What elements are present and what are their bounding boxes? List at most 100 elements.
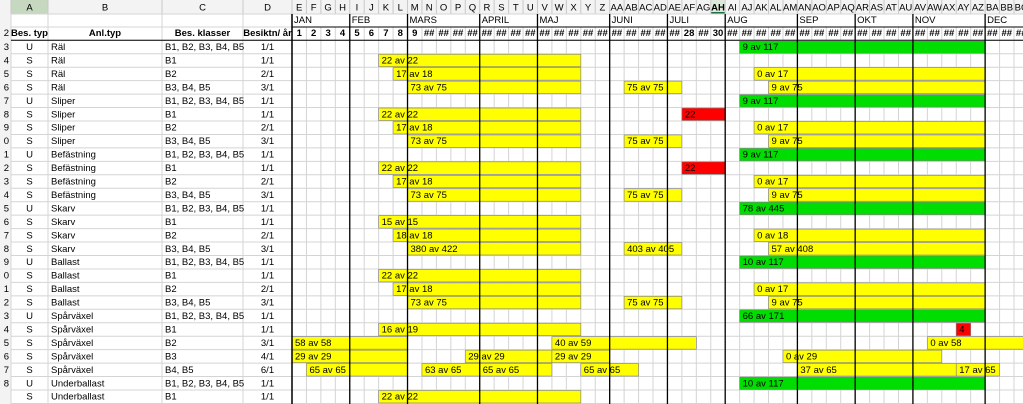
bar-label: 0 av 18 [757, 230, 788, 241]
cell: Skarv [51, 217, 76, 228]
cell: S [26, 392, 32, 403]
cell: B1, B2, B3, B4, B5 [165, 42, 244, 53]
column-heading: Bes. klasser [175, 28, 231, 39]
bar-label: 0 av 17 [757, 69, 788, 80]
bar-label: 4 [959, 324, 964, 335]
row-number: 5 [4, 338, 9, 349]
week-number: ## [973, 28, 984, 39]
cell: 1/1 [261, 109, 274, 120]
bar-label: 380 av 422 [411, 244, 458, 255]
column-letter: AH [711, 3, 725, 14]
week-number: ## [756, 28, 767, 39]
bar-label: 22 av 22 [382, 271, 418, 282]
month-label: APRIL [482, 15, 509, 26]
cell: 1/1 [261, 203, 274, 214]
column-letter: AE [668, 3, 681, 14]
cell: B1, B2, B3, B4, B5 [165, 311, 244, 322]
column-letter: AR [856, 3, 869, 14]
month-label: MAJ [539, 15, 558, 26]
week-number: ## [438, 28, 449, 39]
column-letter: AA [611, 3, 624, 14]
bar-label: 0 av 17 [757, 284, 788, 295]
cell: U [26, 42, 33, 53]
column-letter: AS [870, 3, 883, 14]
column-letter: M [411, 3, 419, 14]
column-letter: U [527, 3, 534, 14]
column-letter: AF [683, 3, 695, 14]
week-number: ## [727, 28, 738, 39]
bar-label: 73 av 75 [411, 82, 447, 93]
bar-label: 22 av 22 [382, 392, 418, 403]
bar-label: 57 av 408 [772, 244, 814, 255]
column-letter: K [383, 3, 390, 14]
row-number: 8 [4, 244, 9, 255]
bar-label: 63 av 65 [425, 365, 461, 376]
cell: S [26, 136, 32, 147]
cell: B1, B2, B3, B4, B5 [165, 203, 244, 214]
row-number: 6 [4, 217, 9, 228]
column-letter: Z [600, 3, 606, 14]
cell: Sliper [51, 96, 75, 107]
cell: B1 [165, 217, 177, 228]
column-letter: AQ [841, 3, 855, 14]
cell: Befästning [51, 177, 96, 188]
cell: B3, B4, B5 [165, 298, 210, 309]
cell: B2 [165, 177, 177, 188]
cell: Spårväxel [51, 324, 93, 335]
schedule-bar [753, 228, 986, 242]
week-number: ## [568, 28, 579, 39]
cell: Befästning [51, 163, 96, 174]
column-letter: AV [914, 3, 927, 14]
cell: B3, B4, B5 [165, 190, 210, 201]
column-letter: AB [625, 3, 638, 14]
cell: 1/1 [261, 324, 274, 335]
month-label: JULI [669, 15, 689, 26]
cell: S [26, 55, 32, 66]
bar-label: 17 av 18 [396, 123, 432, 134]
cell: Spårväxel [51, 338, 93, 349]
week-number: ## [987, 28, 998, 39]
column-letter: R [484, 3, 491, 14]
cell: 3/1 [261, 244, 274, 255]
week-number: ## [785, 28, 796, 39]
selected-column-header [11, 0, 48, 14]
cell: B2 [165, 230, 177, 241]
cell: S [26, 365, 32, 376]
cell: S [26, 230, 32, 241]
column-letter: AY [957, 3, 970, 14]
cell: S [26, 298, 32, 309]
column-letter: BA [986, 3, 999, 14]
cell: U [26, 257, 33, 268]
cell: B2 [165, 69, 177, 80]
cell: 4/1 [261, 351, 274, 362]
column-letter: B [102, 3, 108, 14]
month-label: OKT [857, 15, 877, 26]
week-number: ## [640, 28, 651, 39]
cell: Sliper [51, 123, 75, 134]
cell: S [26, 271, 32, 282]
week-number: ## [843, 28, 854, 39]
bar-label: 22 [685, 163, 696, 174]
week-number: 8 [398, 28, 403, 39]
cell: B3, B4, B5 [165, 136, 210, 147]
row-header-bar [0, 0, 11, 404]
week-number: ## [597, 28, 608, 39]
schedule-bar [392, 282, 582, 296]
schedule-bar [753, 121, 986, 135]
cell: B1 [165, 163, 177, 174]
bar-label: 73 av 75 [411, 298, 447, 309]
bar-label: 10 av 117 [743, 257, 784, 268]
column-letter: AD [654, 3, 667, 14]
column-letter: AJ [741, 3, 752, 14]
row-number: 7 [4, 96, 9, 107]
week-number: ## [886, 28, 897, 39]
column-letter: W [555, 3, 564, 14]
cell: 3/1 [261, 190, 274, 201]
month-label: AUG [727, 15, 748, 26]
cell: 1/1 [261, 257, 274, 268]
week-number: 5 [354, 28, 360, 39]
bar-label: 29 av 29 [468, 351, 504, 362]
column-letter: AP [827, 3, 840, 14]
week-number: ## [655, 28, 666, 39]
